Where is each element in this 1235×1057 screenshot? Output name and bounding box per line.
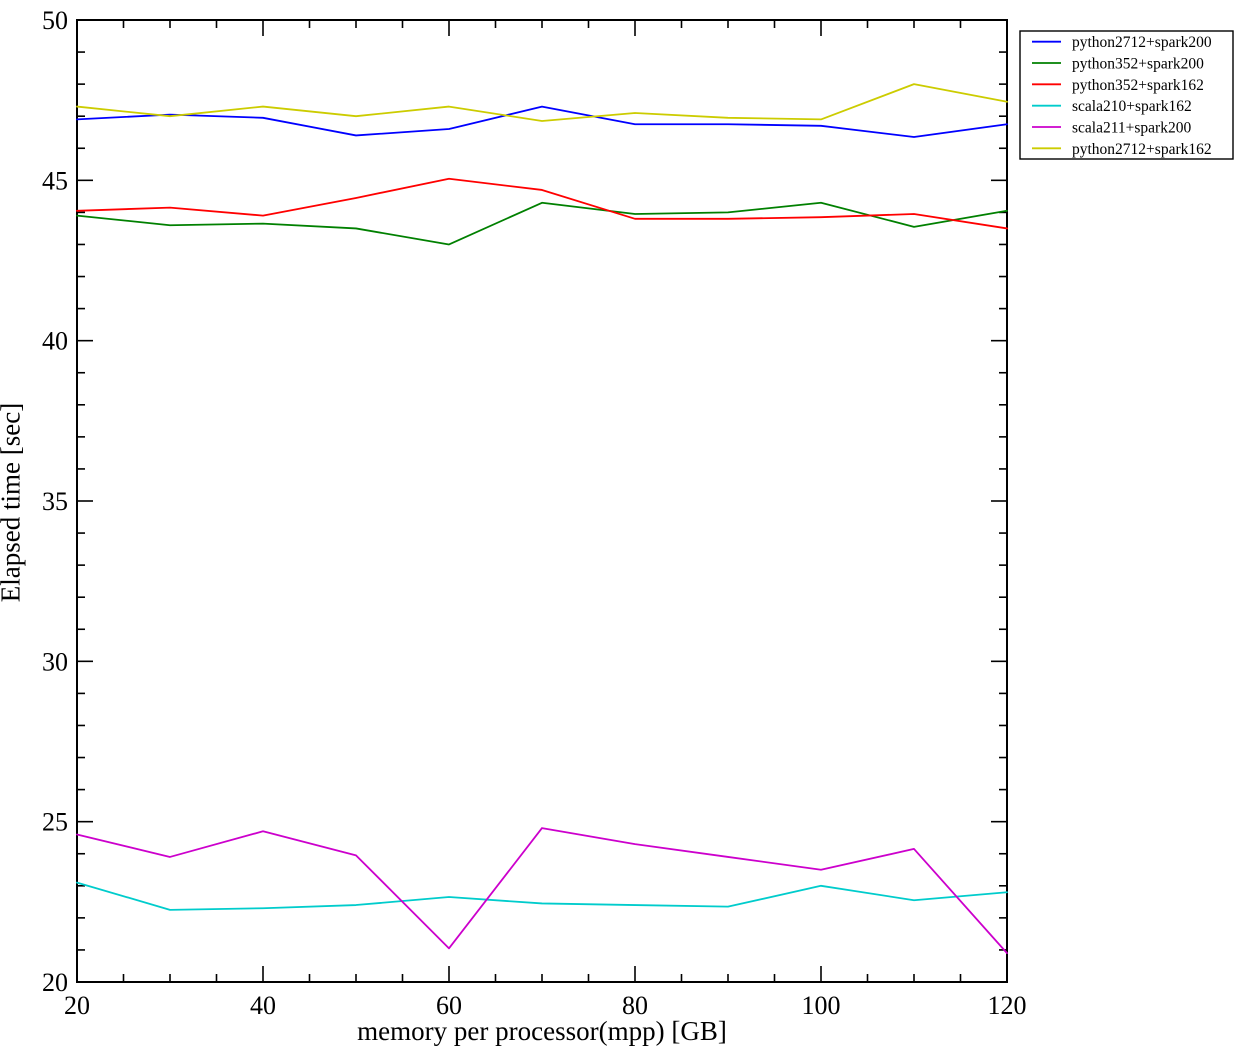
x-tick-label: 60 xyxy=(436,991,462,1020)
x-tick-label: 40 xyxy=(250,991,276,1020)
legend-label: scala210+spark162 xyxy=(1072,98,1192,115)
series-line-scala211-spark200 xyxy=(76,827,1008,955)
y-tick-label: 20 xyxy=(42,968,68,997)
plot-border xyxy=(76,19,1008,983)
legend-label: python2712+spark200 xyxy=(1072,34,1212,51)
y-tick-label: 40 xyxy=(42,327,68,356)
y-tick-label: 25 xyxy=(42,808,68,837)
legend-label: python352+spark162 xyxy=(1072,77,1204,94)
legend-label: python352+spark200 xyxy=(1072,56,1204,73)
series-line-python2712-spark200 xyxy=(76,105,1008,138)
x-tick-label: 120 xyxy=(988,991,1027,1020)
x-tick-label: 20 xyxy=(64,991,90,1020)
legend-label: python2712+spark162 xyxy=(1072,141,1212,158)
x-tick-label: 80 xyxy=(622,991,648,1020)
y-axis-label: Elapsed time [sec] xyxy=(0,402,26,603)
x-axis-label: memory per processor(mpp) [GB] xyxy=(357,1016,727,1046)
y-tick-label: 30 xyxy=(42,647,68,676)
legend-box xyxy=(1019,30,1234,160)
x-tick-label: 100 xyxy=(802,991,841,1020)
y-tick-label: 45 xyxy=(42,166,68,195)
y-tick-label: 50 xyxy=(42,6,68,35)
series-line-python2712-spark162 xyxy=(76,83,1008,122)
series-line-python352-spark200 xyxy=(76,201,1008,246)
legend-label: scala211+spark200 xyxy=(1072,120,1191,137)
y-tick-label: 35 xyxy=(42,487,68,516)
series-line-python352-spark162 xyxy=(76,177,1008,230)
series-line-scala210-spark162 xyxy=(76,881,1008,911)
